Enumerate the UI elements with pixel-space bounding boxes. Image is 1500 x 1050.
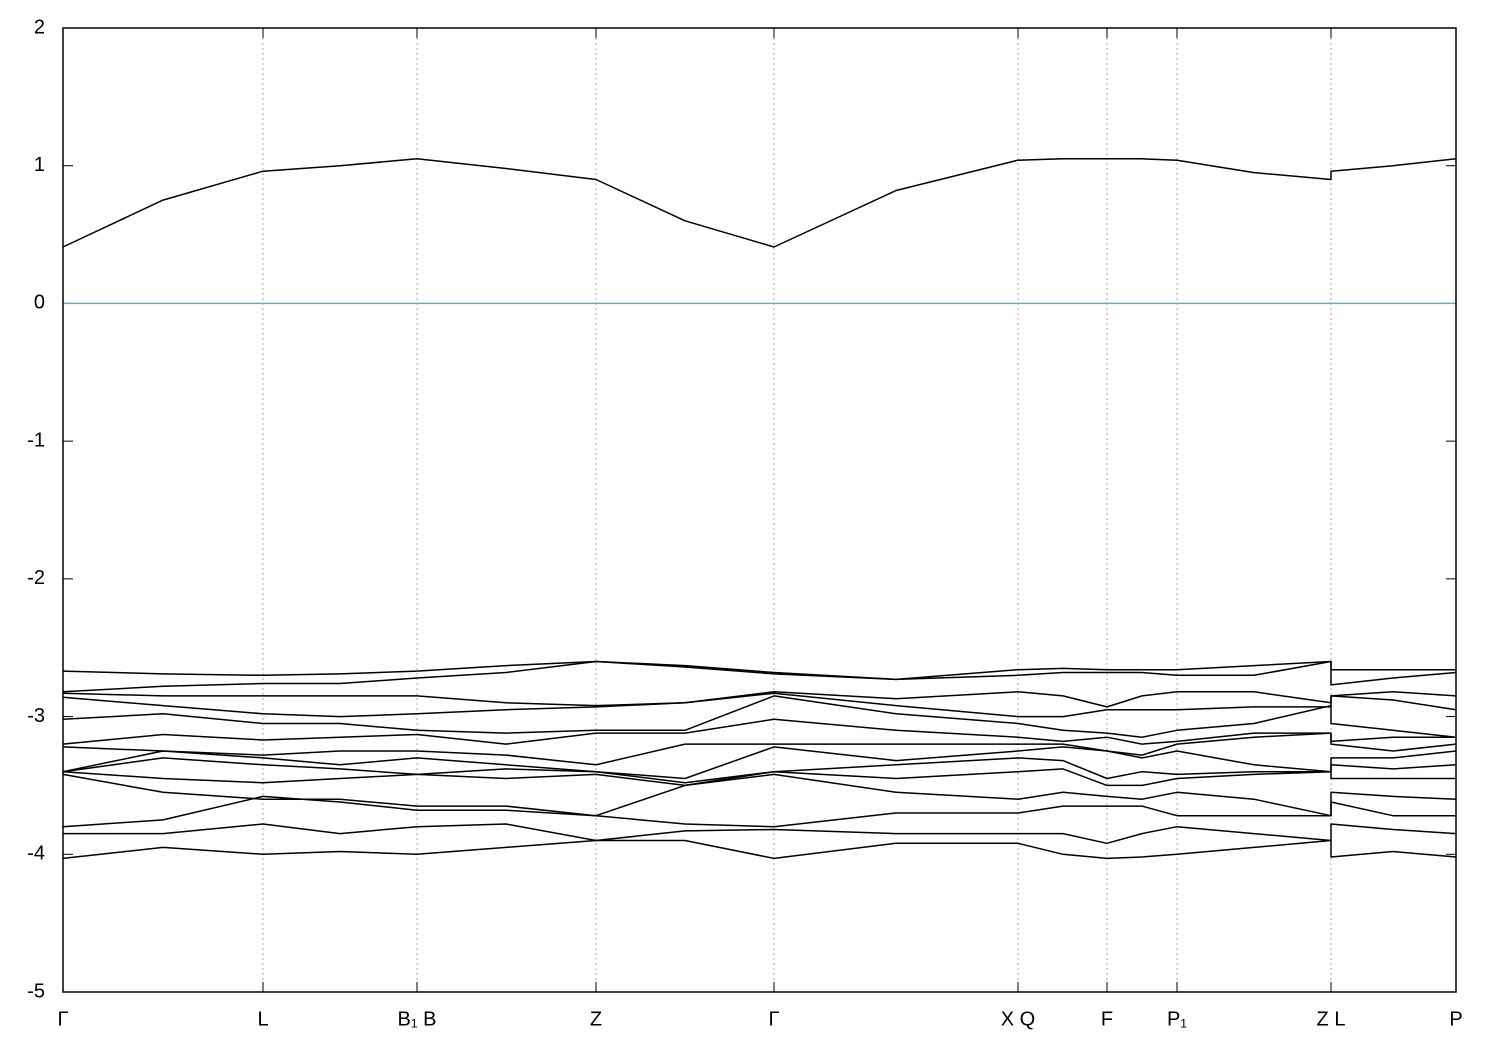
band-line [62,757,1457,784]
band-line [62,732,1457,766]
x-tick-label: Γ [768,1008,779,1030]
y-tick-label: -5 [27,980,45,1002]
x-tick-label: B₁ B [398,1008,437,1030]
band-line [62,158,1457,248]
y-tick-label: 1 [34,154,45,176]
y-tick-label: -2 [27,567,45,589]
y-tick-label: 2 [34,16,45,38]
x-tick-label: P [1449,1008,1462,1030]
x-tick-label: L [257,1008,268,1030]
band-line [62,660,1457,693]
x-tick-label: Z [590,1008,602,1030]
band-line [62,839,1457,860]
x-tick-label: F [1101,1008,1113,1030]
band-line [63,823,1457,845]
y-tick-label: 0 [34,292,45,314]
plot-frame [62,27,1457,993]
x-tick-label: Z L [1317,1008,1346,1030]
x-tick-label: Γ [57,1008,68,1030]
band-line [62,795,1456,828]
y-tick-label: -3 [27,705,45,727]
x-tick-label: X Q [1001,1008,1035,1030]
band-line [62,691,1457,708]
band-line [62,695,1457,738]
y-tick-label: -4 [27,843,45,865]
band-line [62,768,1456,787]
y-tick-label: -1 [27,429,45,451]
band-line [62,746,1457,780]
band-line [62,773,1457,817]
x-tick-label: P₁ [1167,1008,1187,1030]
band-line [62,692,1457,718]
band-line [62,660,1456,681]
